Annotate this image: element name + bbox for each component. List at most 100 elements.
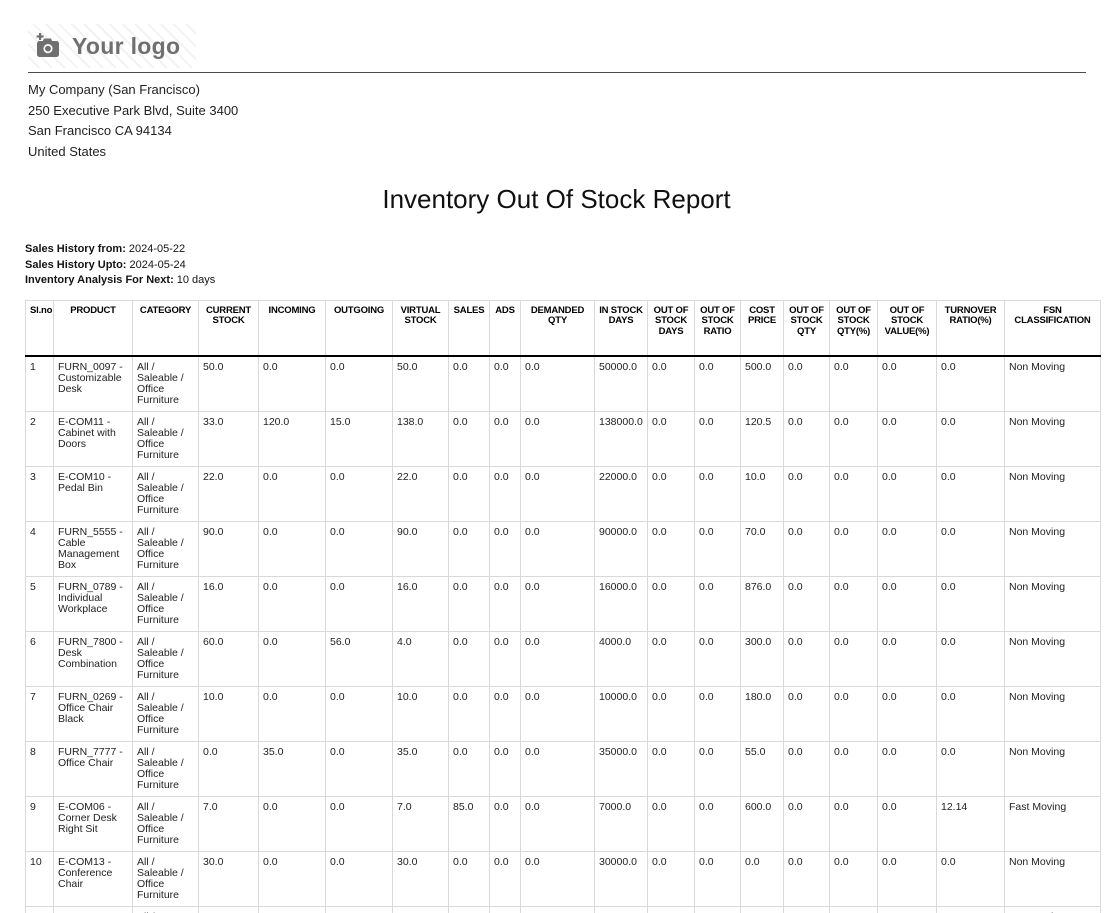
table-cell: 0.0: [694, 521, 741, 577]
table-cell: 0.0: [936, 576, 1005, 632]
table-cell: Non Moving: [1004, 521, 1101, 577]
table-cell: 0.0: [829, 355, 878, 412]
table-cell: 0.0: [258, 631, 326, 687]
table-cell: Non Moving: [1004, 631, 1101, 687]
table-cell: 0.0: [783, 906, 830, 913]
company-name: My Company (San Francisco): [28, 82, 200, 97]
table-cell: 0.0: [489, 741, 521, 797]
table-cell: 10000.0: [594, 686, 648, 742]
table-cell: 0.0: [877, 906, 937, 913]
table-cell: Non Moving: [1004, 355, 1101, 412]
table-cell: 0.0: [647, 686, 695, 742]
table-cell: 0.0: [694, 466, 741, 522]
table-cell: 10.0: [392, 686, 449, 742]
table-cell: 0.0: [783, 411, 830, 467]
table-row: 6 FURN_7800 - Desk Combination All / Salea…: [25, 631, 1101, 687]
table-cell: 16.0: [198, 576, 259, 632]
table-cell: 0.0: [448, 355, 490, 412]
column-header: OUT OF STOCK QTY(%): [829, 299, 878, 357]
table-cell: 0.0: [877, 411, 937, 467]
table-cell: FURN_6666 - Acoustic Bloc Screens: [53, 906, 133, 913]
table-cell: 0.0: [520, 411, 595, 467]
table-cell: 0.0: [325, 355, 393, 412]
table-cell: 0.0: [520, 686, 595, 742]
table-cell: Non Moving: [1004, 906, 1101, 913]
table-cell: 0.0: [325, 576, 393, 632]
table-cell: All / Saleable / Office Furniture: [132, 906, 199, 913]
table-row: 7 FURN_0269 - Office Chair Black All / Sal…: [25, 686, 1101, 742]
table-cell: All / Saleable / Office Furniture: [132, 796, 199, 852]
table-cell: 0.0: [936, 906, 1005, 913]
table-cell: 50000.0: [594, 355, 648, 412]
table-cell: 0.0: [829, 576, 878, 632]
table-cell: 0.0: [448, 851, 490, 907]
column-header: FSN CLASSIFICATION: [1004, 299, 1101, 357]
table-cell: 0.0: [520, 741, 595, 797]
table-cell: 0.0: [877, 631, 937, 687]
table-cell: Fast Moving: [1004, 796, 1101, 852]
table-cell: 0.0: [647, 631, 695, 687]
table-row: 8 FURN_7777 - Office Chair All / Saleable …: [25, 741, 1101, 797]
table-cell: 0.0: [694, 631, 741, 687]
table-cell: Non Moving: [1004, 411, 1101, 467]
table-cell: 0.0: [520, 521, 595, 577]
table-cell: 7.0: [392, 796, 449, 852]
table-cell: 0.0: [783, 851, 830, 907]
column-header: OUT OF STOCK VALUE(%): [877, 299, 937, 357]
table-cell: 0.0: [829, 686, 878, 742]
table-cell: 0.0: [258, 686, 326, 742]
table-cell: 0.0: [489, 851, 521, 907]
table-cell: 0.0: [936, 851, 1005, 907]
table-cell: 0.0: [647, 741, 695, 797]
table-cell: 50.0: [392, 355, 449, 412]
table-cell: E-COM11 - Cabinet with Doors: [53, 411, 133, 467]
table-cell: 0.0: [829, 631, 878, 687]
table-cell: 0.0: [520, 851, 595, 907]
table-row: 2 E-COM11 - Cabinet with Doors All / Salea…: [25, 411, 1101, 467]
meta-analysis-next: Inventory Analysis For Next: 10 days: [25, 273, 1113, 289]
table-cell: 0.0: [783, 466, 830, 522]
table-cell: 10.0: [198, 686, 259, 742]
table-cell: 4000.0: [594, 631, 648, 687]
table-header-row: Sl.no PRODUCT CATEGORY CURRENT STOCK INCOMIN…: [25, 299, 1101, 357]
table-cell: All / Saleable / Office Furniture: [132, 576, 199, 632]
table-cell: 0.0: [520, 355, 595, 412]
company-city: San Francisco CA 94134: [28, 123, 172, 138]
table-cell: 300.0: [740, 631, 784, 687]
table-cell: Non Moving: [1004, 851, 1101, 907]
table-cell: 0.0: [647, 466, 695, 522]
table-cell: 0.0: [448, 411, 490, 467]
table-cell: All / Saleable / Office Furniture: [132, 741, 199, 797]
table-cell: Non Moving: [1004, 576, 1101, 632]
table-cell: 0.0: [783, 741, 830, 797]
table-cell: 30.0: [198, 851, 259, 907]
table-cell: Non Moving: [1004, 466, 1101, 522]
table-cell: 10: [25, 851, 54, 907]
table-cell: 0.0: [448, 906, 490, 913]
table-cell: 0.0: [489, 906, 521, 913]
table-row: 11FURN_6666 - Acoustic Bloc ScreensAll /…: [25, 906, 1101, 913]
column-header: VIRTUAL STOCK: [392, 299, 449, 357]
table-cell: 22000.0: [594, 466, 648, 522]
table-cell: 0.0: [258, 521, 326, 577]
table-cell: 35000.0: [594, 741, 648, 797]
table-cell: 0.0: [647, 796, 695, 852]
meta-sales-history-upto: Sales History Upto: 2024-05-24: [25, 258, 1113, 274]
table-cell: 0.0: [448, 741, 490, 797]
table-cell: 0.0: [448, 576, 490, 632]
report-meta: Sales History from: 2024-05-22 Sales Hist…: [25, 242, 1113, 289]
table-cell: All / Saleable / Office Furniture: [132, 355, 199, 412]
table-cell: 0.0: [489, 686, 521, 742]
column-header: CURRENT STOCK: [198, 299, 259, 357]
table-cell: 90.0: [198, 521, 259, 577]
table-cell: 0.0: [936, 355, 1005, 412]
table-cell: 0.0: [520, 906, 595, 913]
meta-sales-history-from: Sales History from: 2024-05-22: [25, 242, 1113, 258]
table-cell: 0.0: [829, 796, 878, 852]
table-cell: 0.0: [448, 466, 490, 522]
inventory-table: Sl.no PRODUCT CATEGORY CURRENT STOCK INCOMIN…: [25, 299, 1101, 913]
column-header: DEMANDED QTY: [520, 299, 595, 357]
table-cell: 0.0: [647, 576, 695, 632]
table-cell: 138.0: [392, 411, 449, 467]
column-header: INCOMING: [258, 299, 326, 357]
